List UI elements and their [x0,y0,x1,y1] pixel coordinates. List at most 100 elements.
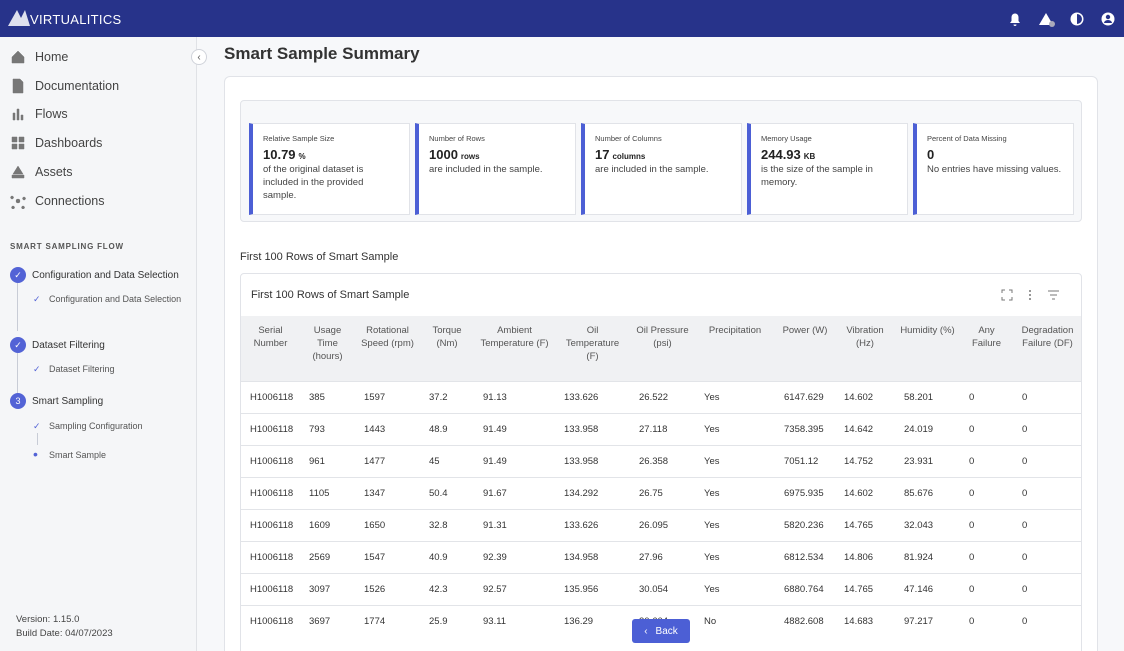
table-title: First 100 Rows of Smart Sample [251,289,410,301]
table-cell: 40.9 [420,540,474,573]
table-cell: H1006118 [241,604,300,637]
table-cell: 58.201 [895,380,960,413]
table-cell: 93.11 [474,604,555,637]
nav-label: Documentation [35,78,120,93]
column-header[interactable]: Torque (Nm) [420,316,474,381]
table-cell: 14.683 [835,604,895,637]
column-header[interactable]: Vibration (Hz) [835,316,895,381]
step-label: Dataset Filtering [32,339,105,351]
table-tools [1001,289,1059,301]
nav-label: Dashboards [35,136,103,151]
column-header[interactable]: Humidity (%) [895,316,960,381]
card-value: 1000 [429,147,458,162]
table-cell: H1006118 [241,508,300,541]
table-cell: 42.3 [420,572,474,605]
nav-item[interactable]: Connections [10,191,105,211]
table-cell: 26.095 [630,508,695,541]
notifications-button[interactable] [1010,13,1020,27]
table-row: H1006118 961 1477 45 91.49 133.958 26.358 Yes 70… [241,444,1081,477]
nav-item[interactable]: Dashboards [10,133,102,153]
table-cell: 136.29 [555,604,630,637]
card-unit: KB [803,152,816,161]
table-cell: 4882.608 [775,604,835,637]
table-cell: H1006118 [241,572,300,605]
nav-item[interactable]: Assets [10,162,73,182]
nav-item[interactable]: Flows [10,104,68,124]
table-cell: 0 [960,604,1013,637]
table-cell: 37.2 [420,380,474,413]
nav-item[interactable]: Home [10,47,68,67]
table-cell: 6147.629 [775,380,835,413]
nav-item[interactable]: Documentation [10,76,119,96]
nav-icon [11,165,25,179]
top-bar: VIRTUALITICS [0,0,1124,37]
card-value: 244.93 [761,147,801,162]
card-value-row: 10.79% [263,147,399,162]
table-cell: 0 [960,380,1013,413]
column-header[interactable]: Any Failure [960,316,1013,381]
table-cell: 0 [1013,604,1081,637]
table-cell: No [695,604,775,637]
column-header[interactable]: Degradation Failure (DF) [1013,316,1081,381]
table-wrap: Serial Number Usage Time (hours) Rotationa… [241,316,1081,637]
card-label: Number of Columns [595,134,662,143]
table-cell: 0 [1013,412,1081,445]
column-header[interactable]: Serial Number [241,316,300,381]
fullscreen-button[interactable] [1001,289,1013,301]
column-header[interactable]: Ambient Temperature (F) [474,316,555,381]
back-button[interactable]: ‹ Back [632,619,690,643]
column-header[interactable]: Usage Time (hours) [300,316,355,381]
logo-icon [8,10,30,26]
collapse-sidebar-button[interactable]: ‹ [191,49,207,65]
flow-substep[interactable]: • Smart Sample [33,447,183,462]
page-title: Smart Sample Summary [224,44,420,63]
table-cell: 14.765 [835,508,895,541]
table-cell: 1477 [355,444,420,477]
table-cell: 385 [300,380,355,413]
theme-button[interactable] [1070,12,1084,26]
alerts-button[interactable] [1039,13,1055,27]
build-date: Build Date: 04/07/2023 [16,628,113,639]
card-label: Memory Usage [761,134,812,143]
cards-panel: Relative Sample Size 10.79% of the origina… [240,100,1082,222]
card-value: 10.79 [263,147,296,162]
nav-label: Assets [35,164,73,179]
header-icons [1010,12,1115,27]
nav-icon [10,195,26,209]
table-cell: 26.75 [630,476,695,509]
version-info: Version: 1.15.0 Build Date: 04/07/2023 [16,613,113,641]
table-cell: 27.96 [630,540,695,573]
more-button[interactable] [1029,290,1031,300]
flow-step[interactable]: ✓ Dataset Filtering [10,337,105,353]
stat-card: Memory Usage 244.93 KB is the size of the s… [747,123,908,215]
flow-substep[interactable]: ✓ Sampling Configuration [33,419,183,433]
account-button[interactable] [1101,12,1115,26]
column-header[interactable]: Rotational Speed (rpm) [355,316,420,381]
column-header[interactable]: Oil Temperature (F) [555,316,630,381]
substep-check: ✓ [33,364,41,374]
table-cell: 1347 [355,476,420,509]
stat-card: Number of Rows 1000 rows are included in th… [415,123,576,215]
flow-substep[interactable]: ✓ Configuration and Data Selection [33,292,183,306]
table-cell: 0 [1013,380,1081,413]
table-cell: 92.57 [474,572,555,605]
card-value: 0 [927,147,935,162]
column-header[interactable]: Precipitation [695,316,775,381]
flow-step[interactable]: ✓ Configuration and Data Selection [10,267,179,283]
table-cell: 14.602 [835,476,895,509]
stat-card: Relative Sample Size 10.79% of the origina… [249,123,410,215]
table-cell: 91.13 [474,380,555,413]
table-cell: 2569 [300,540,355,573]
filter-button[interactable] [1048,290,1059,300]
table-cell: 133.626 [555,380,630,413]
table-cell: 1443 [355,412,420,445]
card-value-row: 1000 rows [429,147,565,162]
flow-substep[interactable]: ✓ Dataset Filtering [33,362,183,376]
table-cell: Yes [695,540,775,573]
table-cell: 23.931 [895,444,960,477]
column-header[interactable]: Oil Pressure (psi) [630,316,695,381]
flow-step[interactable]: 3 Smart Sampling [10,393,103,409]
column-header[interactable]: Power (W) [775,316,835,381]
table-cell: 6880.764 [775,572,835,605]
step-check: ✓ [10,267,26,283]
